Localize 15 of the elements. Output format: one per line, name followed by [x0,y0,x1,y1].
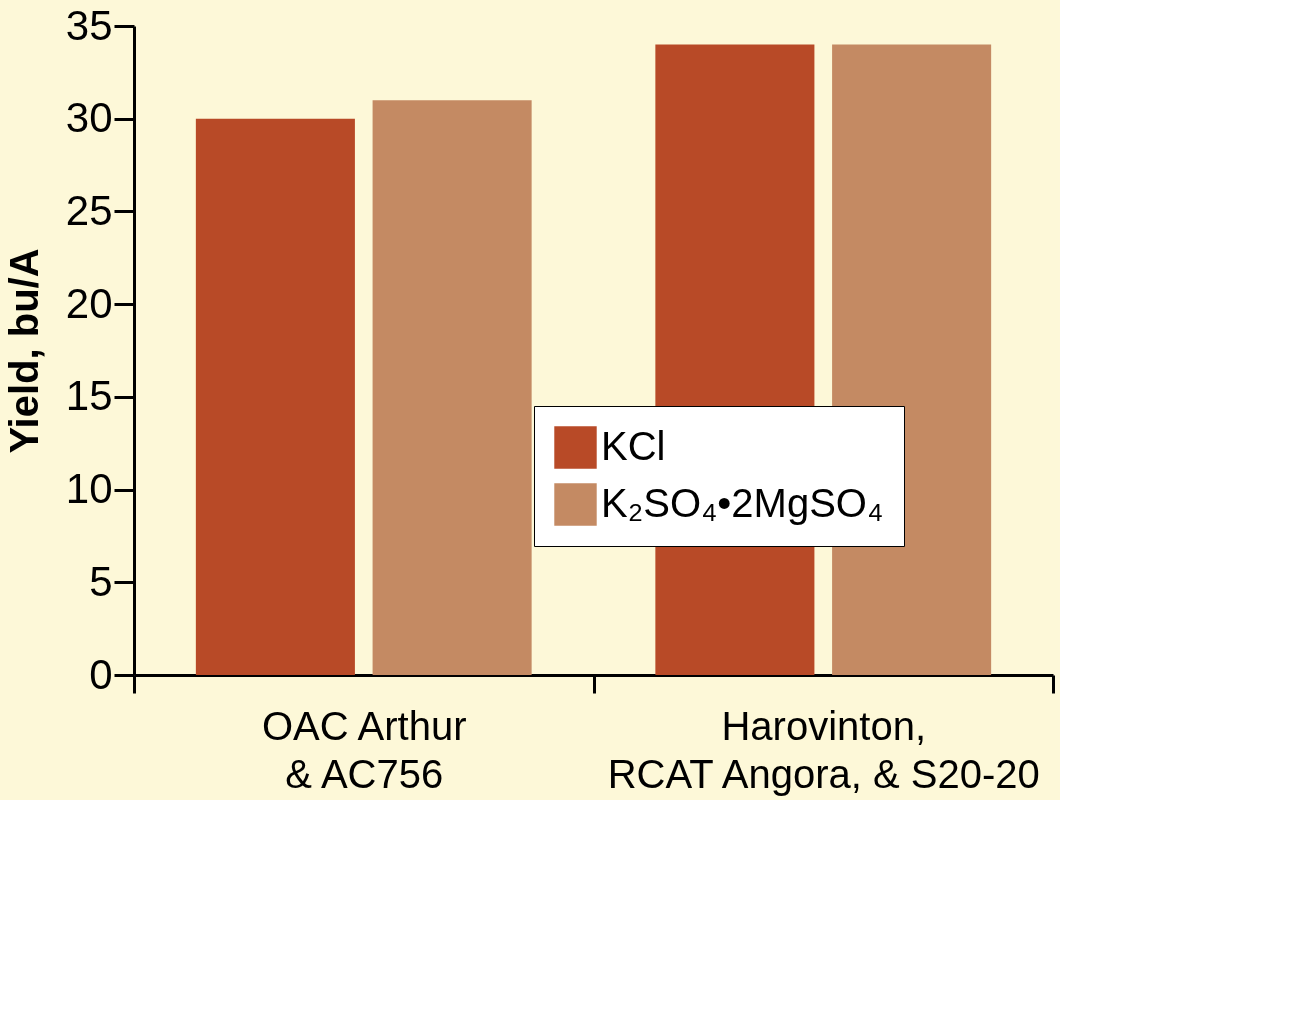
bar [372,100,532,675]
y-tick-label: 15 [65,372,113,420]
y-tick-label: 35 [65,1,113,49]
bar [195,118,355,675]
legend-label: KCl [601,423,666,468]
y-tick-label: 25 [65,186,113,234]
y-tick-label: 20 [65,279,113,327]
y-axis-title: Yield, bu/A [1,248,46,454]
y-tick-label: 10 [65,465,113,513]
y-tick-label: 5 [89,557,113,605]
x-tick-label: Harovinton, RCAT Angora, & S20-20 [607,703,1040,796]
legend-label: K₂SO₄•2MgSO₄ [601,480,884,525]
x-tick-label: OAC Arthur & AC756 [261,703,467,796]
y-tick-label: 0 [89,650,113,698]
y-tick-label: 30 [65,94,113,142]
